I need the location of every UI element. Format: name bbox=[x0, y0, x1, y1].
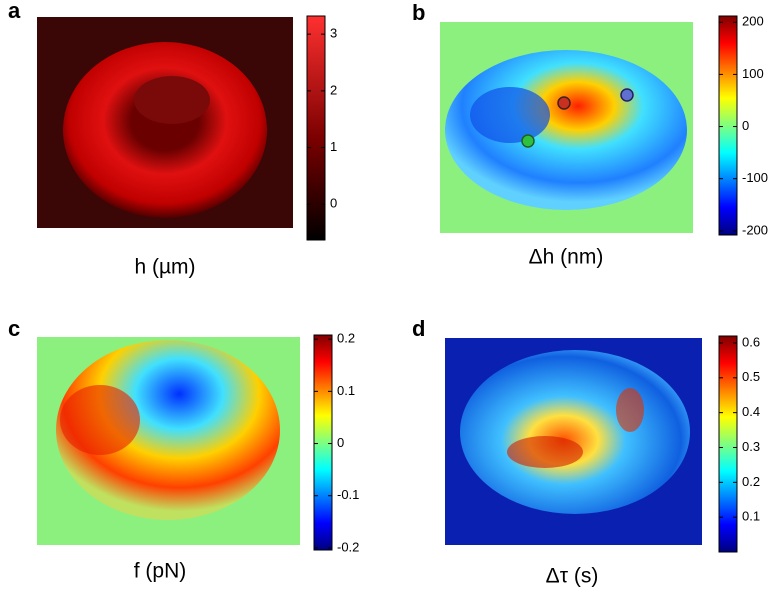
image-b bbox=[440, 22, 693, 233]
colorbar-tick-label: 2 bbox=[330, 82, 337, 97]
colorbar bbox=[313, 334, 333, 551]
image-a bbox=[37, 17, 293, 228]
caption: f (pN) bbox=[134, 560, 187, 583]
colorbar-tick-label: -0.1 bbox=[337, 487, 359, 502]
colorbar bbox=[718, 335, 738, 553]
colorbar-tick-label: 0.6 bbox=[742, 334, 760, 349]
colorbar-tick-label: -100 bbox=[742, 170, 768, 185]
colorbar bbox=[718, 15, 738, 236]
colorbar-tick-label: -0.2 bbox=[337, 539, 359, 554]
colorbar bbox=[306, 15, 326, 241]
colorbar-tick-label: 0.2 bbox=[337, 331, 355, 346]
colorbar-tick-label: -200 bbox=[742, 222, 768, 237]
colorbar-tick-label: 1 bbox=[330, 139, 337, 154]
panel-label: c bbox=[8, 316, 20, 341]
caption: Δh (nm) bbox=[529, 246, 604, 269]
colorbar-tick-label: 0 bbox=[330, 196, 337, 211]
panel-label: b bbox=[412, 0, 425, 25]
colorbar-tick-label: 0.2 bbox=[742, 474, 760, 489]
colorbar-tick-label: 0.3 bbox=[742, 439, 760, 454]
caption: h (µm) bbox=[134, 256, 195, 279]
colorbar-tick-label: 100 bbox=[742, 66, 764, 81]
image-c bbox=[37, 337, 300, 545]
colorbar-tick-label: 200 bbox=[742, 14, 764, 29]
panel-label: d bbox=[412, 316, 425, 341]
caption: Δτ (s) bbox=[546, 565, 599, 588]
colorbar-tick-label: 0.1 bbox=[742, 509, 760, 524]
colorbar-tick-label: 3 bbox=[330, 26, 337, 41]
colorbar-tick-label: 0.1 bbox=[337, 383, 355, 398]
colorbar-tick-label: 0 bbox=[742, 118, 749, 133]
colorbar-tick-label: 0.5 bbox=[742, 369, 760, 384]
colorbar-tick-label: 0.4 bbox=[742, 404, 760, 419]
panel-label: a bbox=[8, 0, 21, 23]
colorbar-tick-label: 0 bbox=[337, 435, 344, 450]
image-d bbox=[445, 338, 702, 545]
